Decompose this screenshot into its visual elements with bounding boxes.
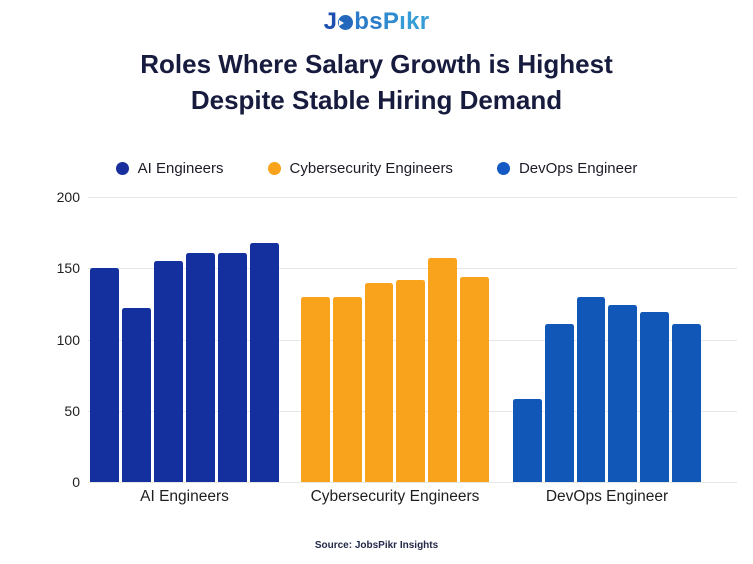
legend: AI Engineers Cybersecurity Engineers DevOp…	[0, 160, 753, 177]
legend-item: Cybersecurity Engineers	[267, 160, 453, 177]
logo-text-bs: bs	[354, 8, 383, 35]
legend-dot-icon	[267, 162, 281, 175]
bar	[608, 305, 638, 482]
bar-group-1	[90, 242, 279, 482]
bar	[186, 252, 215, 482]
x-axis-label: DevOps Engineer	[545, 488, 669, 505]
bar	[544, 323, 574, 482]
x-axis-label: AI Engineers	[140, 488, 229, 505]
gridline	[88, 482, 737, 483]
y-tick-label: 50	[64, 402, 80, 419]
bar	[332, 296, 362, 482]
bar-group-3	[513, 296, 701, 482]
bar	[154, 261, 183, 482]
bar-group-2	[301, 258, 489, 482]
bar	[672, 323, 701, 482]
y-axis: 0 50 100 150 200	[0, 189, 80, 490]
bar	[396, 279, 426, 482]
x-axis-label: Cybersecurity Engineers	[310, 488, 480, 505]
legend-label: Cybersecurity Engineers	[289, 160, 453, 177]
legend-item: DevOps Engineer	[496, 160, 638, 177]
gridline	[88, 268, 737, 270]
legend-label: AI Engineers	[137, 160, 224, 177]
gridline	[88, 197, 737, 198]
y-tick-label: 100	[56, 331, 80, 348]
legend-dot-icon	[496, 162, 510, 175]
bar	[428, 258, 458, 482]
source-note: Source: JobsPikr Insights	[314, 540, 439, 551]
bar	[576, 296, 606, 482]
bar	[90, 268, 119, 482]
logo-text-ikr: ıkr	[399, 8, 430, 35]
bar	[122, 308, 151, 482]
chart-title-line2: Despite Stable Hiring Demand	[190, 85, 563, 115]
y-tick-label: 0	[72, 474, 80, 490]
logo-text-j: J	[323, 8, 338, 35]
chart-title-line1: Roles Where Salary Growth is Highest	[140, 49, 613, 79]
legend-item: AI Engineers	[115, 160, 224, 177]
logo-o-icon	[338, 15, 354, 30]
bar	[250, 242, 279, 482]
bar	[218, 252, 247, 482]
bar	[513, 399, 542, 482]
bar	[364, 282, 394, 482]
bar	[460, 276, 489, 482]
legend-dot-icon	[115, 162, 129, 175]
plot-area	[88, 197, 737, 483]
bar	[640, 312, 670, 482]
logo-text-p: P	[382, 8, 400, 35]
y-tick-label: 200	[56, 189, 80, 205]
chart-title: Roles Where Salary Growth is Highest Des…	[0, 46, 753, 118]
bar	[301, 296, 330, 482]
y-tick-label: 150	[56, 260, 80, 277]
legend-label: DevOps Engineer	[518, 160, 638, 177]
